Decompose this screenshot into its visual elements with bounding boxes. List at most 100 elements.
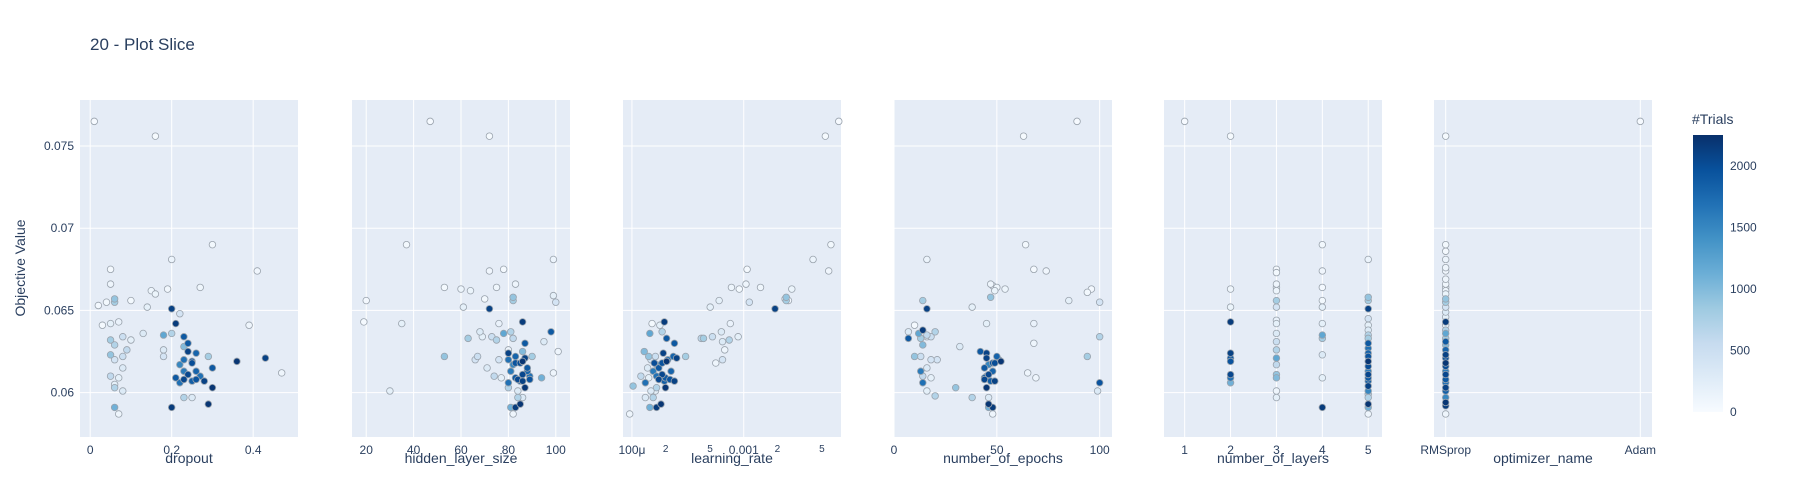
trial-point — [968, 303, 976, 311]
x-tick-label: 0.4 — [245, 443, 262, 457]
colorbar-tick-label: 1500 — [1730, 220, 1757, 234]
trial-point — [1272, 268, 1281, 277]
trial-point — [514, 393, 522, 402]
trial-point — [204, 352, 213, 361]
trial-point — [106, 336, 115, 344]
trial-point — [119, 352, 127, 361]
trial-point — [1364, 293, 1372, 301]
trial-point — [518, 377, 527, 385]
trial-point — [931, 328, 939, 336]
trial-point — [1226, 303, 1235, 311]
trial-point — [1019, 132, 1028, 140]
trial-point — [809, 255, 817, 264]
x-axis-label: number_of_epochs — [943, 450, 1063, 466]
trial-point — [426, 117, 434, 126]
trial-point — [490, 372, 498, 380]
trial-point — [1318, 331, 1327, 339]
trial-point — [1272, 346, 1281, 354]
trial-point — [1226, 285, 1235, 293]
trial-point — [931, 392, 939, 400]
trial-point — [1042, 267, 1050, 275]
trial-point — [504, 379, 513, 387]
trial-point — [699, 334, 708, 343]
trial-point — [127, 336, 135, 344]
plot-area — [894, 100, 1112, 437]
trial-point — [1364, 400, 1372, 408]
trial-point — [106, 280, 115, 288]
trial-point — [106, 372, 115, 380]
trial-point — [968, 393, 976, 402]
trial-point — [552, 298, 560, 306]
trial-point — [923, 364, 931, 372]
trial-point — [192, 349, 200, 357]
trial-point — [718, 356, 727, 364]
trial-point — [1272, 337, 1281, 346]
subplot-number-of-layers: 1 2 3 4 5 number_of_layers — [1164, 100, 1382, 466]
trial-point — [643, 364, 652, 372]
trial-point — [159, 346, 168, 354]
x-axis-label: dropout — [165, 450, 213, 466]
trial-point — [645, 352, 653, 361]
trial-point — [910, 352, 919, 361]
trial-point — [1636, 117, 1645, 126]
x-tick-label: 20 — [360, 443, 374, 457]
trial-point — [991, 359, 999, 367]
trial-point — [1180, 117, 1189, 126]
trial-point — [440, 352, 449, 361]
x-tick-label: 40 — [407, 443, 421, 457]
trial-point — [1364, 410, 1372, 418]
trial-point — [712, 359, 720, 367]
trial-point — [1364, 382, 1372, 390]
trial-point — [646, 403, 654, 412]
trial-point — [167, 329, 176, 338]
y-tick-label: 0.065 — [44, 303, 74, 317]
trial-point — [982, 383, 991, 392]
trial-point — [986, 293, 995, 301]
trial-point — [1272, 329, 1281, 338]
trial-point — [721, 346, 729, 354]
trial-point — [549, 255, 558, 264]
trial-point — [1226, 357, 1235, 366]
trial-point — [923, 255, 931, 264]
subplot-hidden-layer-size: 20 40 60 80 100 hidden_layer_size — [352, 100, 570, 466]
x-tick-label: 0 — [87, 443, 94, 457]
trial-point — [835, 117, 843, 126]
trial-point — [509, 410, 517, 418]
trial-point — [980, 364, 989, 372]
trial-point — [523, 364, 532, 372]
trial-point — [910, 321, 919, 329]
trial-point — [742, 280, 750, 288]
trial-point — [667, 367, 675, 375]
trial-point — [476, 328, 484, 336]
trial-point — [163, 285, 172, 293]
trial-point — [927, 374, 935, 382]
trial-point — [1441, 132, 1450, 140]
x-axis-label: number_of_layers — [1217, 450, 1329, 466]
trial-point — [637, 372, 645, 380]
trial-point — [1226, 132, 1235, 140]
trial-point — [919, 326, 927, 334]
trial-point — [492, 336, 501, 344]
trial-point — [511, 352, 520, 361]
trial-point — [1065, 296, 1073, 305]
trial-point — [1095, 379, 1104, 387]
trial-point — [119, 364, 127, 372]
trial-point — [139, 329, 147, 338]
trial-point — [184, 370, 192, 379]
trial-point — [1318, 374, 1327, 382]
trial-point — [997, 357, 1005, 366]
x-tick-label: 50 — [990, 443, 1004, 457]
trial-point — [253, 267, 261, 275]
trial-point — [1364, 393, 1372, 402]
trial-point — [717, 328, 726, 336]
trial-point — [192, 375, 200, 384]
trial-point — [984, 400, 993, 408]
trial-point — [1441, 263, 1450, 272]
trial-point — [518, 347, 527, 356]
trial-point — [495, 319, 503, 328]
trial-point — [771, 305, 779, 313]
trial-point — [123, 346, 131, 354]
trial-point — [106, 351, 115, 359]
trial-point — [708, 333, 717, 341]
trial-point — [927, 356, 935, 364]
